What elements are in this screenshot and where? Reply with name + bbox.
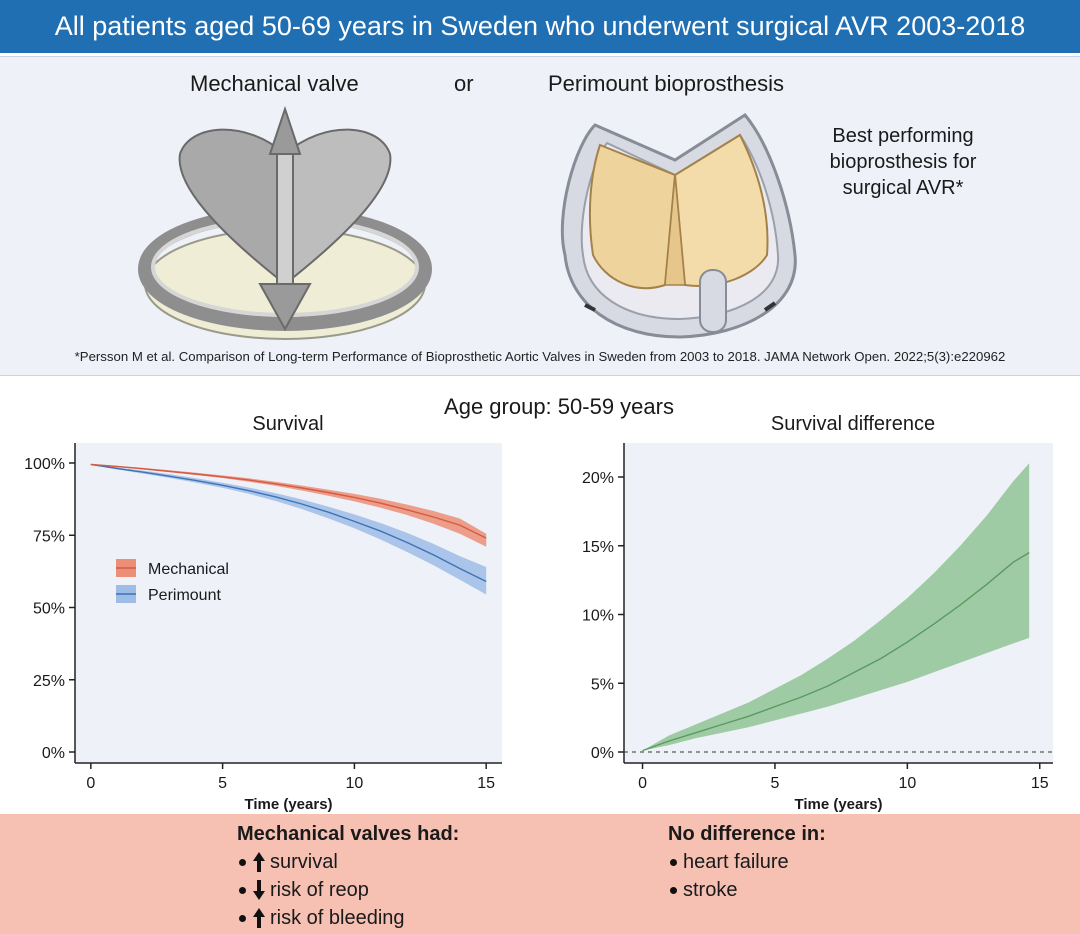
bullet-icon bbox=[239, 914, 246, 922]
x-tick-label: 10 bbox=[898, 775, 916, 792]
bioprosthesis-title: Perimount bioprosthesis bbox=[548, 71, 785, 96]
legend-label-mechanical: Mechanical bbox=[148, 561, 229, 578]
bullet-icon bbox=[670, 886, 677, 894]
citation: *Persson M et al. Comparison of Long-ter… bbox=[74, 349, 1006, 364]
legend-label-perimount: Perimount bbox=[148, 587, 221, 604]
arrow-down-icon bbox=[253, 880, 265, 900]
perimount-series-line bbox=[90, 463, 487, 583]
x-axis-label: Time (years) bbox=[244, 796, 332, 813]
side-note-line: bioprosthesis for bbox=[829, 151, 977, 173]
x-tick-label: 15 bbox=[477, 775, 495, 792]
x-tick-label: 5 bbox=[770, 775, 779, 792]
mechanical-valve-title: Mechanical valve bbox=[190, 71, 359, 96]
x-axis-label: Time (years) bbox=[794, 796, 882, 813]
finding-text: risk of bleeding bbox=[270, 907, 405, 929]
header-banner: All patients aged 50-69 years in Sweden … bbox=[0, 0, 1080, 53]
no-difference-title: No difference in: bbox=[668, 823, 826, 845]
chart-title: Survival bbox=[252, 413, 323, 435]
side-note-line: surgical AVR* bbox=[842, 177, 964, 199]
finding-item: stroke bbox=[668, 876, 826, 904]
x-tick-label: 15 bbox=[1031, 775, 1049, 792]
x-tick-label: 0 bbox=[638, 775, 647, 792]
mechanical-valve-image bbox=[138, 105, 432, 340]
y-tick-label: 15% bbox=[582, 539, 614, 556]
side-note: Best performing bioprosthesis for surgic… bbox=[812, 123, 994, 201]
x-tick-label: 10 bbox=[345, 775, 363, 792]
bullet-icon bbox=[239, 858, 246, 866]
y-tick-label: 50% bbox=[33, 601, 65, 618]
y-tick-label: 5% bbox=[591, 676, 614, 693]
finding-item: risk of reop bbox=[237, 876, 459, 904]
y-tick-label: 100% bbox=[24, 456, 65, 473]
valve-comparison-panel: Mechanical valve or Perimount bioprosthe… bbox=[0, 56, 1080, 376]
side-note-line: Best performing bbox=[832, 125, 974, 147]
difference-confidence-band bbox=[642, 463, 1030, 751]
difference-series-line bbox=[642, 552, 1030, 752]
bullet-icon bbox=[670, 858, 677, 866]
finding-text: heart failure bbox=[683, 851, 789, 873]
header-title: All patients aged 50-69 years in Sweden … bbox=[54, 11, 1026, 41]
no-difference-findings: No difference in: heart failure stroke bbox=[668, 820, 826, 904]
arrow-up-icon bbox=[253, 852, 265, 872]
age-group-title: Age group: 50-59 years bbox=[444, 394, 674, 419]
finding-text: stroke bbox=[683, 879, 738, 901]
mechanical-findings-title: Mechanical valves had: bbox=[237, 823, 460, 845]
y-tick-label: 25% bbox=[33, 673, 65, 690]
finding-item: heart failure bbox=[668, 848, 826, 876]
findings-panel: Mechanical valves had: survival risk of r… bbox=[0, 814, 1080, 934]
mechanical-confidence-band bbox=[90, 464, 487, 547]
finding-item: risk of bleeding bbox=[237, 904, 459, 932]
chart-title: Survival difference bbox=[771, 413, 935, 435]
finding-item: survival bbox=[237, 848, 459, 876]
x-tick-label: 0 bbox=[86, 775, 95, 792]
arrow-up-icon bbox=[253, 908, 265, 928]
y-tick-label: 0% bbox=[591, 745, 614, 762]
y-tick-label: 20% bbox=[582, 470, 614, 487]
y-tick-label: 10% bbox=[582, 608, 614, 625]
finding-text: risk of reop bbox=[270, 879, 369, 901]
y-tick-label: 75% bbox=[33, 528, 65, 545]
finding-text: survival bbox=[270, 851, 338, 873]
mechanical-series-line bbox=[90, 463, 487, 539]
x-tick-label: 5 bbox=[218, 775, 227, 792]
bullet-icon bbox=[239, 886, 246, 894]
plot-background bbox=[75, 443, 502, 763]
perimount-valve-image bbox=[560, 113, 797, 339]
y-tick-label: 0% bbox=[42, 745, 65, 762]
mechanical-findings: Mechanical valves had: survival risk of r… bbox=[237, 820, 459, 932]
or-label: or bbox=[454, 71, 474, 96]
